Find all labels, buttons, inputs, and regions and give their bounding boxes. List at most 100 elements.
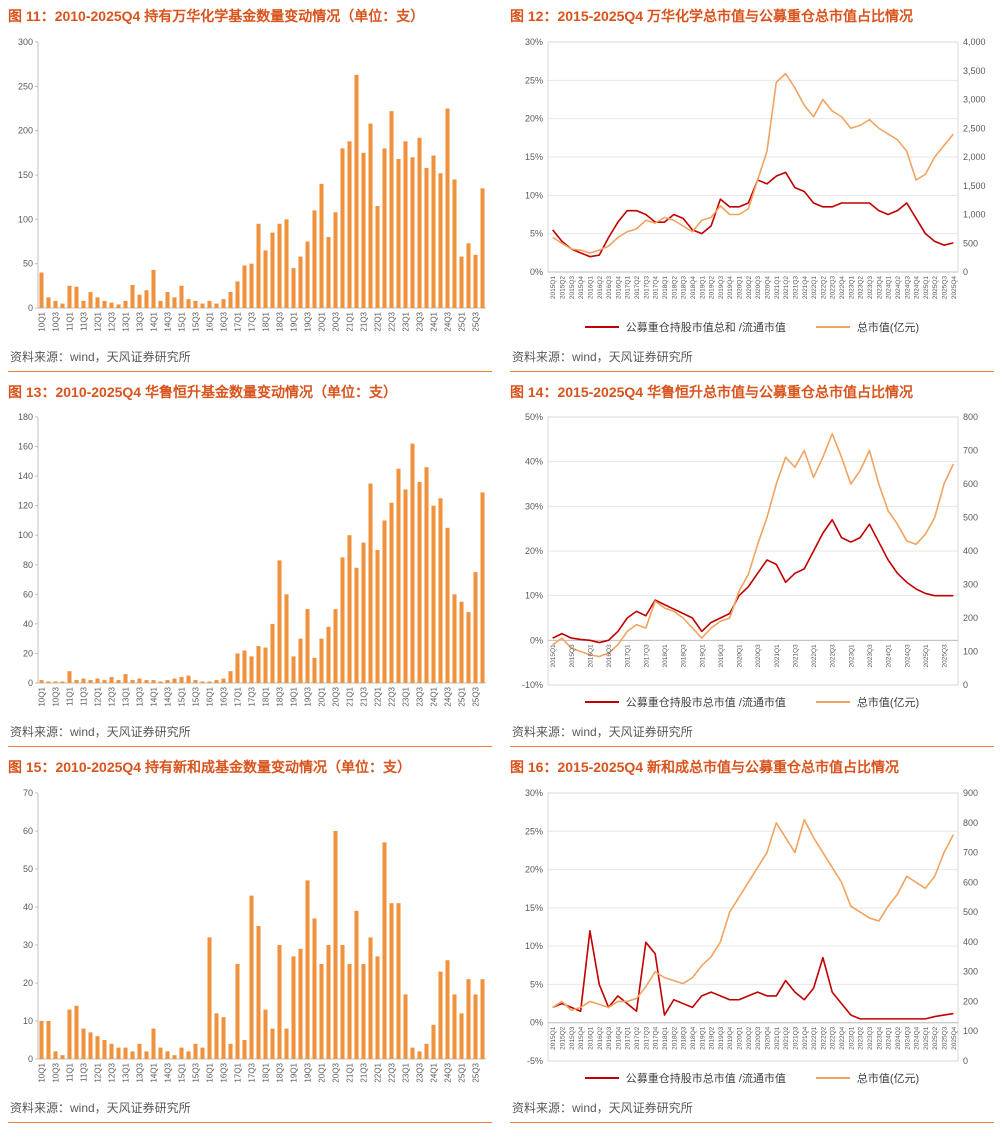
svg-text:15%: 15%: [525, 152, 543, 162]
svg-text:23Q1: 23Q1: [402, 1062, 411, 1082]
svg-text:12Q3: 12Q3: [108, 1062, 117, 1082]
svg-text:2016Q3: 2016Q3: [606, 275, 613, 299]
svg-text:2020Q2: 2020Q2: [746, 1026, 753, 1050]
svg-text:2019Q3: 2019Q3: [718, 644, 725, 668]
svg-text:2023Q2: 2023Q2: [858, 275, 865, 299]
svg-text:20Q3: 20Q3: [332, 686, 341, 706]
svg-text:21Q1: 21Q1: [346, 686, 355, 706]
svg-text:300: 300: [963, 580, 978, 590]
svg-text:11Q1: 11Q1: [66, 1062, 75, 1082]
svg-text:40%: 40%: [525, 457, 543, 467]
svg-text:2022Q1: 2022Q1: [811, 1026, 818, 1050]
svg-text:2019Q4: 2019Q4: [727, 1026, 734, 1050]
legend-item: 公募重仓持股市值总和 /流通市值: [584, 319, 786, 335]
svg-text:40: 40: [23, 902, 33, 912]
svg-text:2025Q3: 2025Q3: [942, 644, 949, 668]
svg-text:2024Q1: 2024Q1: [886, 1026, 893, 1050]
svg-text:12Q3: 12Q3: [108, 311, 117, 331]
figure-chart: 0 10 20 30 40 50 60 70 10Q1 10Q3 11Q1 11Q3 12Q1 12Q3 1…: [8, 782, 492, 1091]
svg-text:21Q1: 21Q1: [346, 311, 355, 331]
svg-text:2021Q1: 2021Q1: [774, 275, 781, 299]
svg-text:5%: 5%: [530, 979, 543, 989]
svg-text:160: 160: [18, 442, 33, 452]
svg-text:2024Q2: 2024Q2: [895, 275, 902, 299]
svg-text:500: 500: [963, 513, 978, 523]
legend-label: 总市值(亿元): [856, 1072, 920, 1085]
svg-text:700: 700: [963, 847, 978, 857]
svg-text:25Q3: 25Q3: [472, 1062, 481, 1082]
svg-text:10Q1: 10Q1: [38, 686, 47, 706]
svg-text:2022Q4: 2022Q4: [839, 1026, 846, 1050]
legend-item: 总市值(亿元): [815, 319, 919, 335]
svg-text:13Q3: 13Q3: [136, 311, 145, 331]
marketcap-line-chart: -10% 0% 10% 20% 30% 40% 50% 0 100 200 300 400 500 600…: [522, 412, 978, 690]
svg-text:24Q1: 24Q1: [430, 311, 439, 331]
svg-text:14Q1: 14Q1: [150, 686, 159, 706]
svg-text:20Q1: 20Q1: [318, 311, 327, 331]
svg-text:14Q3: 14Q3: [164, 1062, 173, 1082]
svg-text:12Q1: 12Q1: [94, 686, 103, 706]
svg-text:10Q3: 10Q3: [52, 686, 61, 706]
svg-text:2024Q3: 2024Q3: [904, 275, 911, 299]
svg-text:2015Q3: 2015Q3: [569, 275, 576, 299]
svg-text:16Q1: 16Q1: [206, 1062, 215, 1082]
svg-text:24Q3: 24Q3: [444, 311, 453, 331]
legend-label: 公募重仓持股市值总和 /流通市值: [625, 321, 786, 334]
svg-text:2019Q1: 2019Q1: [699, 1026, 706, 1050]
svg-text:24Q3: 24Q3: [444, 1062, 453, 1082]
svg-text:0%: 0%: [530, 635, 543, 645]
svg-text:23Q3: 23Q3: [416, 686, 425, 706]
svg-text:2017Q1: 2017Q1: [625, 644, 632, 668]
chart-legend: 公募重仓持股市总市值 /流通市值 总市值(亿元): [510, 1069, 994, 1089]
svg-text:2024Q1: 2024Q1: [886, 275, 893, 299]
svg-text:500: 500: [963, 238, 978, 248]
svg-text:2,500: 2,500: [963, 123, 986, 133]
svg-text:2022Q1: 2022Q1: [811, 275, 818, 299]
svg-text:140: 140: [18, 471, 33, 481]
figure-chart: 0% 5% 10% 15% 20% 25% 30% 0 500 1,000 1,500 2,000 2,…: [510, 31, 994, 318]
svg-text:100: 100: [18, 214, 33, 224]
svg-text:2018Q2: 2018Q2: [671, 1026, 678, 1050]
svg-text:16Q3: 16Q3: [220, 686, 229, 706]
fund-count-bar-chart: 0 10 20 30 40 50 60 70 10Q1 10Q3 11Q1 11Q3 12Q1 12Q3 1…: [23, 788, 486, 1082]
svg-text:19Q3: 19Q3: [304, 1062, 313, 1082]
svg-text:2015Q3: 2015Q3: [569, 644, 576, 668]
svg-text:25%: 25%: [525, 826, 543, 836]
svg-text:500: 500: [963, 907, 978, 917]
svg-text:10%: 10%: [525, 190, 543, 200]
svg-text:2016Q4: 2016Q4: [615, 275, 622, 299]
chart-legend: 公募重仓持股市值总和 /流通市值 总市值(亿元): [510, 318, 994, 338]
svg-text:300: 300: [963, 966, 978, 976]
svg-text:30%: 30%: [525, 37, 543, 47]
figure-panel-16: 图 16：2015-2025Q4 新和成总市值与公募重仓总市值占比情况 -5% 0…: [510, 755, 994, 1123]
svg-text:16Q3: 16Q3: [220, 1062, 229, 1082]
svg-text:10Q3: 10Q3: [52, 311, 61, 331]
figure-panel-12: 图 12：2015-2025Q4 万华化学总市值与公募重仓总市值占比情况 0% 5…: [510, 4, 994, 372]
svg-text:12Q1: 12Q1: [94, 1062, 103, 1082]
svg-text:2024Q2: 2024Q2: [895, 1026, 902, 1050]
svg-text:21Q3: 21Q3: [360, 311, 369, 331]
svg-text:2021Q1: 2021Q1: [774, 644, 781, 668]
legend-label: 公募重仓持股市总市值 /流通市值: [625, 1072, 786, 1085]
figure-panel-15: 图 15：2010-2025Q4 持有新和成基金数量变动情况（单位：支） 0 10…: [8, 755, 492, 1123]
legend-line-swatch: [815, 701, 850, 703]
svg-text:100: 100: [18, 530, 33, 540]
svg-text:14Q3: 14Q3: [164, 686, 173, 706]
svg-text:20: 20: [23, 978, 33, 988]
svg-text:23Q3: 23Q3: [416, 1062, 425, 1082]
fund-count-bar-chart: 0 20 40 60 80 100 120 140 160 180 10Q1 10Q3 11Q1 11Q3…: [18, 412, 486, 707]
svg-text:2016Q3: 2016Q3: [606, 1026, 613, 1050]
svg-text:2023Q4: 2023Q4: [876, 1026, 883, 1050]
svg-text:10Q3: 10Q3: [52, 1062, 61, 1082]
svg-text:2019Q2: 2019Q2: [709, 1026, 716, 1050]
svg-text:15Q1: 15Q1: [178, 311, 187, 331]
svg-text:13Q1: 13Q1: [122, 1062, 131, 1082]
svg-text:17Q3: 17Q3: [248, 686, 257, 706]
svg-text:24Q1: 24Q1: [430, 686, 439, 706]
svg-text:2016Q1: 2016Q1: [587, 275, 594, 299]
svg-text:600: 600: [963, 877, 978, 887]
figure-title: 图 12：2015-2025Q4 万华化学总市值与公募重仓总市值占比情况: [510, 8, 913, 24]
figure-chart: 0 50 100 150 200 250 300 10Q1 10Q3 11Q1 11Q3 12Q1 12…: [8, 31, 492, 340]
svg-text:2024Q3: 2024Q3: [904, 1026, 911, 1050]
svg-text:60: 60: [23, 589, 33, 599]
